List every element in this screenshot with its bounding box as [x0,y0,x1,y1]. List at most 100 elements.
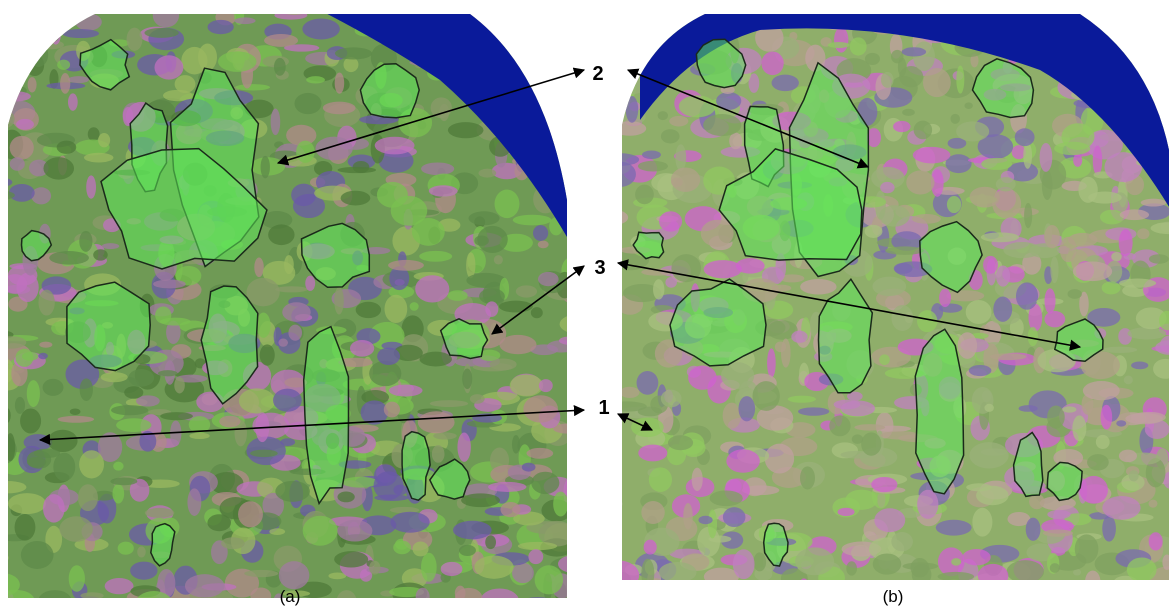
texture [1026,518,1041,541]
texture [606,162,636,187]
texture [1102,347,1137,353]
texture [894,263,913,274]
texture [337,491,354,502]
texture [661,390,682,408]
texture [1062,406,1076,412]
texture [291,184,316,206]
texture [914,121,932,140]
texture [674,600,699,607]
texture [1087,454,1109,470]
texture [453,521,492,540]
texture [638,161,668,172]
texture [879,354,890,365]
texture [470,394,485,404]
texture [641,501,664,524]
texture [978,590,1000,600]
texture [1075,534,1099,563]
texture [431,8,470,15]
texture [982,390,992,402]
texture [542,62,576,77]
texture [51,22,62,44]
texture [356,302,381,318]
texture [88,127,100,141]
texture [956,65,964,93]
texture [710,490,743,506]
texture [187,488,201,516]
texture [429,185,458,196]
texture [1119,450,1137,463]
texture [1129,470,1139,481]
annotation-number: 1 [598,397,609,419]
texture [341,191,371,206]
texture [537,37,568,45]
texture [917,490,938,519]
texture [58,416,95,423]
texture [554,120,574,137]
texture [164,598,173,606]
texture [275,481,310,502]
texture [86,175,96,198]
texture [1079,476,1107,504]
texture [154,55,183,79]
field-outline [915,329,963,494]
texture [512,563,534,583]
texture [950,114,959,124]
texture [260,344,275,365]
texture [334,287,344,315]
texture [1077,581,1088,598]
texture [981,232,1019,242]
texture [601,561,639,590]
texture [721,362,754,389]
texture [60,73,70,94]
texture [614,121,647,136]
panel-label: (b) [883,587,904,606]
texture [1111,252,1122,261]
texture [153,280,186,289]
texture [891,305,913,331]
texture [128,369,154,387]
texture [250,587,271,604]
texture [1085,571,1100,593]
texture [461,493,500,507]
texture [43,379,64,396]
texture [605,91,626,104]
texture [8,493,46,514]
texture [846,561,857,575]
texture [111,405,148,415]
texture [419,352,452,367]
texture [130,562,157,580]
texture [704,568,739,586]
texture [323,102,356,115]
texture [261,156,270,179]
texture [738,396,755,421]
texture [393,541,411,555]
texture [913,147,951,163]
texture [538,272,559,286]
texture [755,597,766,605]
texture [1149,532,1163,550]
texture [57,141,77,154]
texture [551,91,576,112]
texture [1050,563,1060,573]
texture [16,349,34,367]
texture [1073,154,1082,167]
texture [31,187,51,204]
texture [27,450,51,468]
texture [415,275,449,302]
texture [15,397,25,414]
texture [513,215,552,226]
texture [1116,420,1126,426]
texture [726,449,760,472]
texture [337,520,372,542]
texture [93,249,108,260]
texture [569,404,587,431]
texture [145,508,175,518]
texture [455,586,466,601]
texture [704,260,742,278]
texture [946,290,984,301]
texture [553,424,583,434]
texture [1127,327,1166,339]
texture [98,133,110,147]
satellite-image-b [601,0,1171,607]
texture [477,226,507,253]
